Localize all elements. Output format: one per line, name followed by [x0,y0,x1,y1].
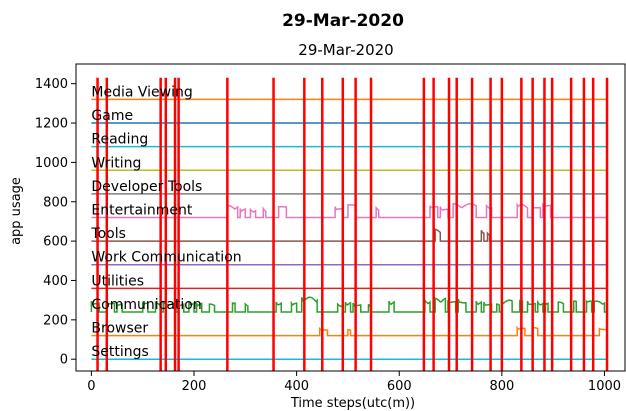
x-axis: 0 200 400 600 800 1000 [87,371,621,394]
x-axis-label: Time steps(utc(m)) [290,396,415,411]
x-tick-label: 600 [387,379,412,394]
series-lines [90,98,608,360]
category-labels: Settings Browser Communication Utilities Wor… [90,84,241,360]
category-label: Utilities [91,273,144,289]
x-tick-label: 1000 [588,379,621,394]
category-label: Media Viewing [91,84,192,100]
vertical-markers [96,77,609,371]
x-tick-label: 0 [87,379,95,394]
category-label: Writing [91,155,141,171]
plot-area: Settings Browser Communication Utilities Wor… [90,77,609,371]
category-label: Entertainment [91,203,193,219]
x-tick-label: 400 [284,379,309,394]
x-tick-label: 800 [489,379,514,394]
y-tick-label: 1000 [35,156,68,171]
y-axis-label: app usage [9,177,24,245]
y-tick-label: 400 [43,274,68,289]
chart-title: 29-Mar-2020 [298,41,393,59]
plot-frame [75,63,626,372]
category-label: Settings [91,344,148,360]
y-axis: 0 200 400 600 800 1000 1200 1400 [35,77,76,368]
category-label: Tools [90,226,126,242]
y-tick-label: 1400 [35,77,68,92]
category-label: Reading [91,132,148,148]
y-tick-label: 1200 [35,117,68,132]
y-tick-label: 200 [43,313,68,328]
chart-suptitle: 29-Mar-2020 [282,11,404,31]
category-label: Browser [91,321,148,337]
category-label: Work Communication [91,250,241,266]
series-line-tools [91,228,608,242]
series-line-browser [91,325,608,337]
x-tick-label: 200 [182,379,207,394]
series-line-entertainment [91,202,608,219]
y-tick-label: 0 [60,353,68,368]
y-tick-label: 800 [43,195,68,210]
category-label: Communication [91,297,201,313]
category-label: Developer Tools [91,179,202,195]
y-tick-label: 600 [43,235,68,250]
category-label: Game [91,108,133,124]
